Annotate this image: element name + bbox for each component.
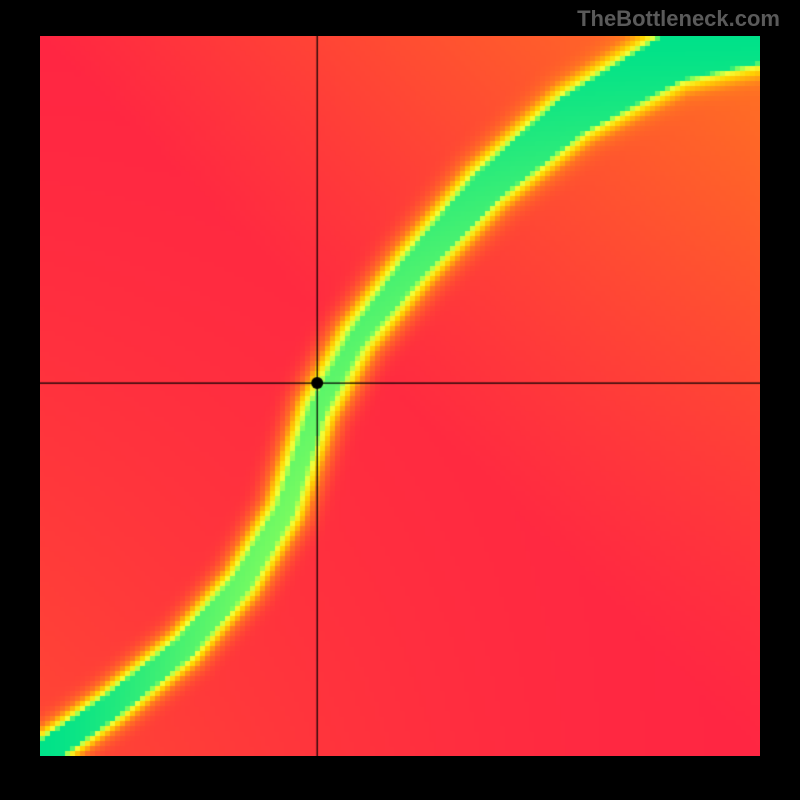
chart-container: TheBottleneck.com xyxy=(0,0,800,800)
heatmap-canvas xyxy=(40,36,760,756)
heatmap-plot xyxy=(40,36,760,756)
watermark-text: TheBottleneck.com xyxy=(577,6,780,32)
